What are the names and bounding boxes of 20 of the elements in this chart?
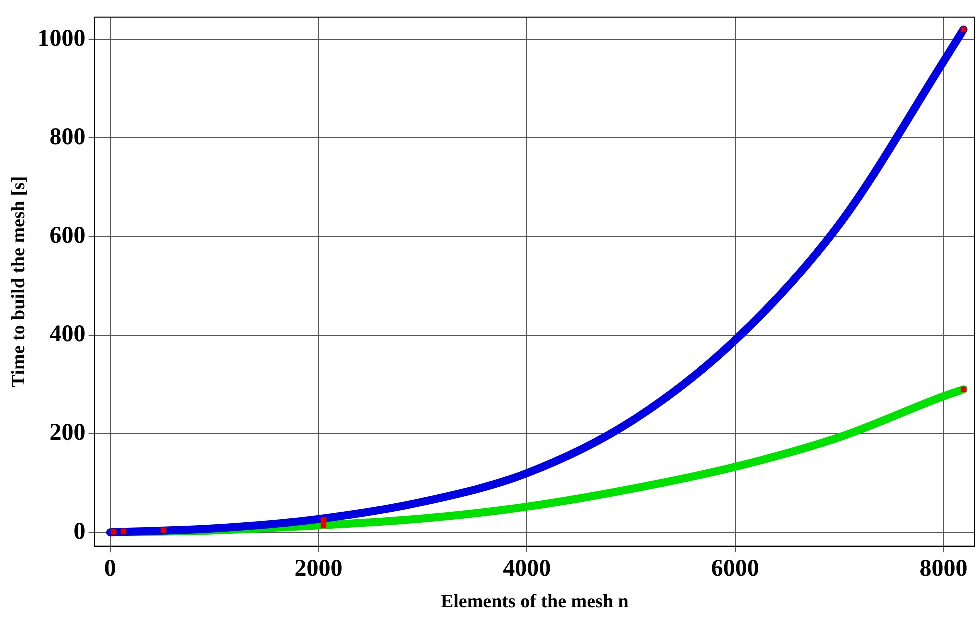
x-tick-label: 0 — [104, 556, 116, 582]
x-tick-label: 4000 — [503, 556, 552, 582]
y-tick-label: 200 — [50, 420, 86, 446]
y-tick-label: 400 — [50, 322, 86, 348]
x-tick-label: 6000 — [711, 556, 760, 582]
x-tick-label: 2000 — [294, 556, 343, 582]
x-axis-title: Elements of the mesh n — [440, 592, 630, 613]
y-axis-title: Time to build the mesh [s] — [8, 176, 30, 388]
x-tick-label: 8000 — [920, 556, 968, 582]
point — [120, 528, 127, 534]
y-tick-label: 0 — [74, 518, 86, 545]
y-tick-label: 1000 — [38, 26, 86, 52]
point — [960, 386, 967, 392]
point — [110, 529, 117, 535]
y-tick-label: 600 — [50, 222, 86, 249]
point — [320, 517, 327, 524]
y-tick-label: 800 — [50, 124, 86, 150]
point — [960, 26, 967, 33]
point — [160, 528, 167, 534]
point — [320, 522, 327, 529]
